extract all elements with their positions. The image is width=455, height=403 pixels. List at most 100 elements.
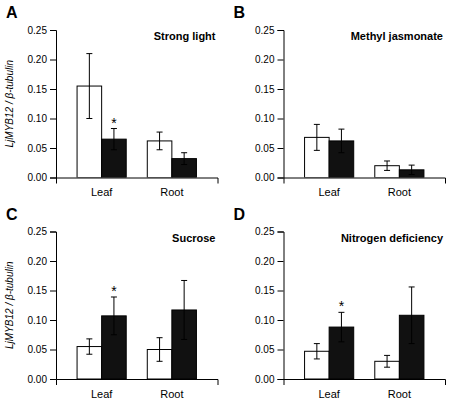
error-bar-cap xyxy=(86,354,92,355)
x-axis-line xyxy=(284,178,446,184)
y-tick-label: 0.15 xyxy=(28,285,48,296)
error-bar xyxy=(157,132,163,150)
y-tick: 0.05 xyxy=(255,344,283,355)
panel-label: C xyxy=(6,206,18,223)
y-tick-label: 0.10 xyxy=(255,113,275,124)
error-bar xyxy=(384,161,390,170)
error-bar-cap xyxy=(409,343,415,344)
y-axis-title: LjMYB12 / β-tubulin xyxy=(4,261,15,349)
x-tick-label: Root xyxy=(388,388,411,400)
error-bar-cap xyxy=(338,129,344,130)
y-tick: 0.00 xyxy=(255,374,283,385)
y-tick-label: 0.15 xyxy=(255,84,275,95)
x-tick-label: Leaf xyxy=(91,388,113,400)
error-bar xyxy=(409,287,415,344)
x-tick: Root xyxy=(388,388,411,400)
panel-label: D xyxy=(234,206,246,223)
error-bar-stem xyxy=(159,132,160,150)
error-bar xyxy=(86,54,92,119)
x-axis: Leaf Root xyxy=(284,380,446,400)
panel-label: A xyxy=(6,4,18,21)
error-bar-cap xyxy=(86,338,92,339)
y-tick-label: 0.10 xyxy=(28,113,48,124)
y-tick: 0.05 xyxy=(28,344,56,355)
error-bar-cap xyxy=(314,150,320,151)
y-axis-line xyxy=(278,31,285,179)
error-bar-cap xyxy=(157,149,163,150)
y-tick-mark xyxy=(50,178,56,179)
error-bar-cap xyxy=(314,343,320,344)
x-tick: Leaf xyxy=(318,388,340,400)
error-bar-cap xyxy=(384,170,390,171)
y-tick: 0.25 xyxy=(28,226,56,237)
y-tick-mark xyxy=(278,350,284,351)
error-bar-stem xyxy=(411,287,412,344)
y-tick-mark xyxy=(50,232,56,233)
error-bar xyxy=(338,312,344,342)
y-tick-label: 0.25 xyxy=(255,25,275,36)
y-tick-label: 0.05 xyxy=(255,344,275,355)
y-tick-mark xyxy=(50,89,56,90)
x-tick: Leaf xyxy=(91,388,113,400)
error-bar-cap xyxy=(181,339,187,340)
y-tick-label: 0.20 xyxy=(255,256,275,267)
y-tick: 0.25 xyxy=(255,25,283,36)
y-tick-mark xyxy=(278,320,284,321)
error-bar-cap xyxy=(181,164,187,165)
figure: 0.000.050.100.150.200.25LeafRoot*Strong … xyxy=(0,0,455,403)
error-bar-stem xyxy=(159,338,160,362)
error-bar-cap xyxy=(314,124,320,125)
y-tick: 0.20 xyxy=(28,256,56,267)
marks xyxy=(305,124,424,177)
y-tick-label: 0.25 xyxy=(28,226,48,237)
y-tick: 0.05 xyxy=(28,143,56,154)
error-bar-stem xyxy=(113,129,114,150)
y-axis-line xyxy=(50,31,57,179)
y-axis-line xyxy=(278,232,285,380)
x-tick: Leaf xyxy=(91,186,113,198)
y-tick-mark xyxy=(278,379,284,380)
error-bar xyxy=(181,280,187,339)
y-tick-label: 0.00 xyxy=(255,374,275,385)
error-bar xyxy=(384,355,390,367)
error-bar-stem xyxy=(341,312,342,342)
y-tick: 0.10 xyxy=(28,113,56,124)
error-bar-cap xyxy=(338,341,344,342)
y-tick-mark xyxy=(278,291,284,292)
y-tick-mark xyxy=(278,232,284,233)
x-axis-line xyxy=(57,380,219,386)
y-tick: 0.20 xyxy=(255,256,283,267)
error-bar-stem xyxy=(316,124,317,150)
error-bar-cap xyxy=(384,367,390,368)
y-tick-mark xyxy=(278,30,284,31)
error-bar xyxy=(111,129,117,150)
y-tick-mark xyxy=(278,60,284,61)
error-bar-stem xyxy=(184,280,185,339)
y-tick-mark xyxy=(278,178,284,179)
panel: 0.000.050.100.150.200.25LeafRoot*Sucrose… xyxy=(4,206,218,400)
x-tick-label: Root xyxy=(388,186,411,198)
y-tick-label: 0.15 xyxy=(255,285,275,296)
y-tick-label: 0.25 xyxy=(255,226,275,237)
error-bar-stem xyxy=(387,355,388,367)
error-bar xyxy=(86,339,92,354)
y-axis-title: LjMYB12 / β-tubulin xyxy=(4,60,15,148)
error-bar-stem xyxy=(184,153,185,165)
x-axis-line xyxy=(284,380,446,386)
error-bar-stem xyxy=(113,297,114,335)
y-tick-label: 0.25 xyxy=(28,25,48,36)
error-bar-cap xyxy=(409,165,415,166)
x-tick-label: Root xyxy=(160,388,183,400)
y-tick: 0.25 xyxy=(28,25,56,36)
error-bar-stem xyxy=(387,161,388,170)
x-tick-label: Root xyxy=(160,186,183,198)
error-bar-cap xyxy=(181,152,187,153)
error-bar-stem xyxy=(341,129,342,153)
y-tick: 0.00 xyxy=(255,172,283,183)
x-tick: Root xyxy=(388,186,411,198)
y-tick-mark xyxy=(50,148,56,149)
y-tick-mark xyxy=(278,261,284,262)
y-tick: 0.15 xyxy=(28,285,56,296)
y-tick-label: 0.05 xyxy=(28,344,48,355)
y-tick-label: 0.00 xyxy=(28,172,48,183)
